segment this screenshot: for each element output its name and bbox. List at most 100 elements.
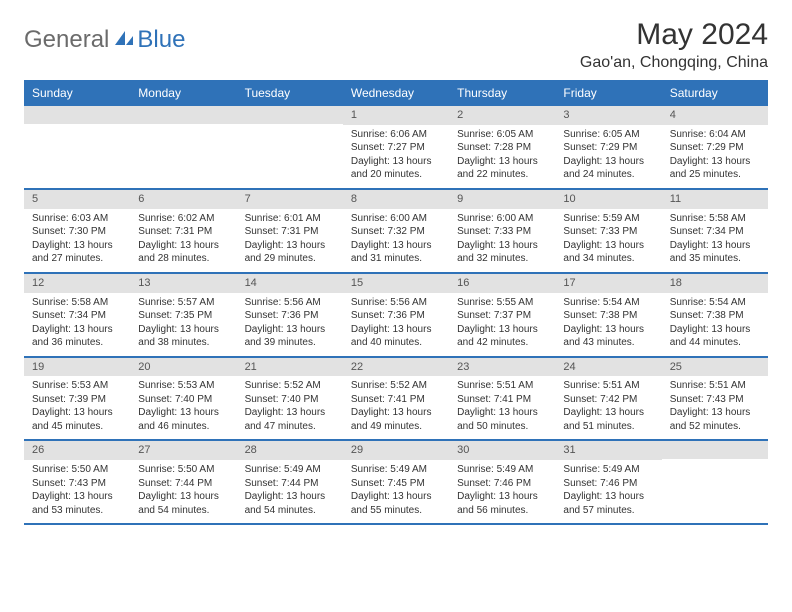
- day-body: Sunrise: 5:51 AMSunset: 7:42 PMDaylight:…: [555, 376, 661, 439]
- daylight-text-1: Daylight: 13 hours: [563, 323, 653, 337]
- day-number: 21: [237, 358, 343, 377]
- day-cell: 22Sunrise: 5:52 AMSunset: 7:41 PMDayligh…: [343, 358, 449, 440]
- sunrise-text: Sunrise: 5:52 AM: [245, 379, 335, 393]
- day-number: 8: [343, 190, 449, 209]
- sunrise-text: Sunrise: 6:03 AM: [32, 212, 122, 226]
- weekday-friday: Friday: [555, 80, 661, 106]
- location: Gao'an, Chongqing, China: [580, 54, 768, 72]
- sunset-text: Sunset: 7:29 PM: [670, 141, 760, 155]
- day-number: 17: [555, 274, 661, 293]
- daylight-text-2: and 40 minutes.: [351, 336, 441, 350]
- day-number: 30: [449, 441, 555, 460]
- day-body: Sunrise: 5:49 AMSunset: 7:46 PMDaylight:…: [449, 460, 555, 523]
- daylight-text-1: Daylight: 13 hours: [563, 239, 653, 253]
- sunrise-text: Sunrise: 5:56 AM: [245, 296, 335, 310]
- sunrise-text: Sunrise: 6:00 AM: [457, 212, 547, 226]
- daylight-text-1: Daylight: 13 hours: [457, 155, 547, 169]
- week-row: 5Sunrise: 6:03 AMSunset: 7:30 PMDaylight…: [24, 190, 768, 274]
- daylight-text-1: Daylight: 13 hours: [563, 490, 653, 504]
- daylight-text-2: and 20 minutes.: [351, 168, 441, 182]
- day-cell: 11Sunrise: 5:58 AMSunset: 7:34 PMDayligh…: [662, 190, 768, 272]
- daylight-text-1: Daylight: 13 hours: [138, 406, 228, 420]
- day-number: 3: [555, 106, 661, 125]
- sunrise-text: Sunrise: 5:58 AM: [670, 212, 760, 226]
- daylight-text-2: and 47 minutes.: [245, 420, 335, 434]
- empty-day-cell: [237, 106, 343, 188]
- sunset-text: Sunset: 7:33 PM: [563, 225, 653, 239]
- day-number: 7: [237, 190, 343, 209]
- daylight-text-2: and 56 minutes.: [457, 504, 547, 518]
- sunrise-text: Sunrise: 6:05 AM: [457, 128, 547, 142]
- day-cell: 7Sunrise: 6:01 AMSunset: 7:31 PMDaylight…: [237, 190, 343, 272]
- sunset-text: Sunset: 7:28 PM: [457, 141, 547, 155]
- daylight-text-2: and 22 minutes.: [457, 168, 547, 182]
- day-cell: 31Sunrise: 5:49 AMSunset: 7:46 PMDayligh…: [555, 441, 661, 523]
- day-body: Sunrise: 5:50 AMSunset: 7:43 PMDaylight:…: [24, 460, 130, 523]
- day-body: Sunrise: 6:05 AMSunset: 7:28 PMDaylight:…: [449, 125, 555, 188]
- daylight-text-1: Daylight: 13 hours: [351, 323, 441, 337]
- day-body: Sunrise: 5:56 AMSunset: 7:36 PMDaylight:…: [343, 293, 449, 356]
- day-number: [662, 441, 768, 459]
- daylight-text-1: Daylight: 13 hours: [32, 239, 122, 253]
- sunset-text: Sunset: 7:46 PM: [563, 477, 653, 491]
- day-body: Sunrise: 6:03 AMSunset: 7:30 PMDaylight:…: [24, 209, 130, 272]
- month-title: May 2024: [580, 18, 768, 52]
- sunset-text: Sunset: 7:36 PM: [351, 309, 441, 323]
- sunset-text: Sunset: 7:43 PM: [32, 477, 122, 491]
- daylight-text-1: Daylight: 13 hours: [351, 490, 441, 504]
- day-cell: 10Sunrise: 5:59 AMSunset: 7:33 PMDayligh…: [555, 190, 661, 272]
- calendar: SundayMondayTuesdayWednesdayThursdayFrid…: [24, 80, 768, 525]
- daylight-text-1: Daylight: 13 hours: [457, 490, 547, 504]
- sunset-text: Sunset: 7:46 PM: [457, 477, 547, 491]
- day-number: 13: [130, 274, 236, 293]
- day-body: Sunrise: 6:02 AMSunset: 7:31 PMDaylight:…: [130, 209, 236, 272]
- day-cell: 15Sunrise: 5:56 AMSunset: 7:36 PMDayligh…: [343, 274, 449, 356]
- logo-text-blue: Blue: [137, 26, 185, 54]
- sunset-text: Sunset: 7:32 PM: [351, 225, 441, 239]
- day-cell: 4Sunrise: 6:04 AMSunset: 7:29 PMDaylight…: [662, 106, 768, 188]
- daylight-text-1: Daylight: 13 hours: [670, 155, 760, 169]
- daylight-text-2: and 42 minutes.: [457, 336, 547, 350]
- day-cell: 25Sunrise: 5:51 AMSunset: 7:43 PMDayligh…: [662, 358, 768, 440]
- sunset-text: Sunset: 7:34 PM: [32, 309, 122, 323]
- daylight-text-1: Daylight: 13 hours: [32, 323, 122, 337]
- daylight-text-2: and 36 minutes.: [32, 336, 122, 350]
- sunset-text: Sunset: 7:31 PM: [138, 225, 228, 239]
- daylight-text-2: and 54 minutes.: [245, 504, 335, 518]
- day-number: 15: [343, 274, 449, 293]
- daylight-text-2: and 45 minutes.: [32, 420, 122, 434]
- sunset-text: Sunset: 7:29 PM: [563, 141, 653, 155]
- sunrise-text: Sunrise: 6:06 AM: [351, 128, 441, 142]
- day-body: Sunrise: 5:58 AMSunset: 7:34 PMDaylight:…: [662, 209, 768, 272]
- daylight-text-2: and 51 minutes.: [563, 420, 653, 434]
- sunrise-text: Sunrise: 5:53 AM: [138, 379, 228, 393]
- header: General Blue May 2024 Gao'an, Chongqing,…: [24, 18, 768, 72]
- sunset-text: Sunset: 7:40 PM: [138, 393, 228, 407]
- sunrise-text: Sunrise: 5:54 AM: [563, 296, 653, 310]
- daylight-text-2: and 54 minutes.: [138, 504, 228, 518]
- daylight-text-1: Daylight: 13 hours: [245, 490, 335, 504]
- day-body: Sunrise: 6:00 AMSunset: 7:33 PMDaylight:…: [449, 209, 555, 272]
- sunrise-text: Sunrise: 5:57 AM: [138, 296, 228, 310]
- daylight-text-2: and 39 minutes.: [245, 336, 335, 350]
- daylight-text-1: Daylight: 13 hours: [32, 490, 122, 504]
- day-number: 1: [343, 106, 449, 125]
- day-cell: 26Sunrise: 5:50 AMSunset: 7:43 PMDayligh…: [24, 441, 130, 523]
- day-body: Sunrise: 5:51 AMSunset: 7:41 PMDaylight:…: [449, 376, 555, 439]
- day-number: [130, 106, 236, 124]
- day-body: Sunrise: 6:04 AMSunset: 7:29 PMDaylight:…: [662, 125, 768, 188]
- day-body: Sunrise: 5:52 AMSunset: 7:41 PMDaylight:…: [343, 376, 449, 439]
- sunrise-text: Sunrise: 6:01 AM: [245, 212, 335, 226]
- sunrise-text: Sunrise: 5:50 AM: [32, 463, 122, 477]
- daylight-text-1: Daylight: 13 hours: [457, 323, 547, 337]
- sunrise-text: Sunrise: 5:54 AM: [670, 296, 760, 310]
- daylight-text-2: and 53 minutes.: [32, 504, 122, 518]
- day-number: 19: [24, 358, 130, 377]
- sunrise-text: Sunrise: 5:51 AM: [563, 379, 653, 393]
- daylight-text-1: Daylight: 13 hours: [457, 406, 547, 420]
- sunset-text: Sunset: 7:41 PM: [351, 393, 441, 407]
- day-cell: 13Sunrise: 5:57 AMSunset: 7:35 PMDayligh…: [130, 274, 236, 356]
- day-cell: 16Sunrise: 5:55 AMSunset: 7:37 PMDayligh…: [449, 274, 555, 356]
- daylight-text-1: Daylight: 13 hours: [351, 155, 441, 169]
- sunrise-text: Sunrise: 5:53 AM: [32, 379, 122, 393]
